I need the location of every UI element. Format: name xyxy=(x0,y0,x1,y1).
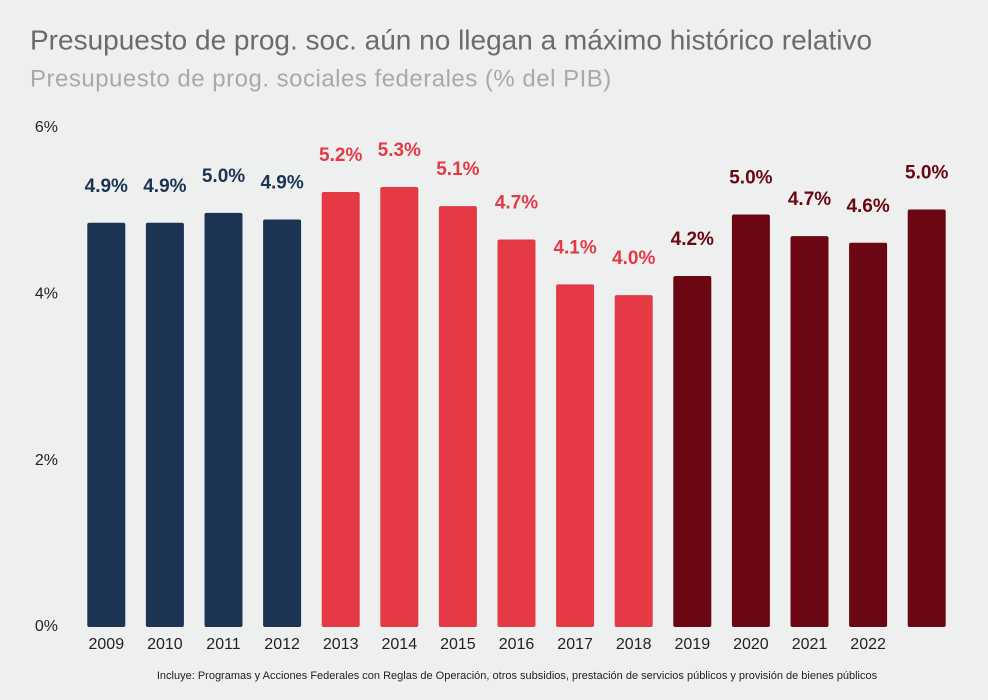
bar xyxy=(87,222,126,627)
value-label: 5.2% xyxy=(319,145,362,166)
value-label: 4.2% xyxy=(671,229,714,250)
y-tick-label: 0% xyxy=(35,618,58,635)
footnote: Incluye: Programas y Acciones Federales … xyxy=(157,670,878,682)
bar xyxy=(790,236,829,627)
value-label: 4.6% xyxy=(846,196,889,217)
bar xyxy=(907,209,946,627)
chart-title: Presupuesto de prog. soc. aún no llegan … xyxy=(30,24,872,55)
x-tick-label: 2020 xyxy=(733,636,769,653)
value-label: 4.1% xyxy=(553,237,596,258)
bar xyxy=(849,242,888,627)
x-tick-label: 2015 xyxy=(440,636,476,653)
bar xyxy=(438,206,477,627)
bar xyxy=(556,284,595,627)
x-tick-label: 2022 xyxy=(850,636,886,653)
bar xyxy=(145,222,184,627)
value-label: 5.0% xyxy=(905,163,948,184)
value-label: 5.0% xyxy=(202,166,245,187)
x-tick-label: 2017 xyxy=(557,636,593,653)
value-label: 5.3% xyxy=(378,140,421,161)
value-label: 4.9% xyxy=(143,176,186,197)
value-label: 4.7% xyxy=(788,189,831,210)
y-tick-label: 2% xyxy=(35,452,58,469)
bar xyxy=(321,192,360,627)
y-tick-label: 4% xyxy=(35,286,58,303)
value-label: 5.1% xyxy=(436,159,479,180)
value-label: 4.0% xyxy=(612,248,655,269)
bar xyxy=(673,276,712,627)
bar xyxy=(731,214,770,627)
value-label: 5.0% xyxy=(729,168,772,189)
x-tick-label: 2009 xyxy=(89,636,125,653)
bar xyxy=(497,239,536,627)
bar xyxy=(614,295,653,627)
x-tick-label: 2014 xyxy=(382,636,418,653)
value-label: 4.7% xyxy=(495,192,538,213)
x-tick-label: 2021 xyxy=(792,636,828,653)
value-label: 4.9% xyxy=(260,172,303,193)
value-label: 4.9% xyxy=(85,176,128,197)
x-tick-label: 2018 xyxy=(616,636,652,653)
x-tick-label: 2016 xyxy=(499,636,535,653)
x-tick-label: 2011 xyxy=(206,636,241,653)
x-tick-label: 2010 xyxy=(147,636,183,653)
bar xyxy=(263,219,302,627)
chart-subtitle: Presupuesto de prog. sociales federales … xyxy=(30,65,612,92)
x-tick-label: 2013 xyxy=(323,636,359,653)
bar xyxy=(380,187,419,627)
x-tick-label: 2019 xyxy=(675,636,711,653)
x-tick-label: 2012 xyxy=(264,636,300,653)
y-tick-label: 6% xyxy=(35,119,58,136)
bar xyxy=(204,212,243,627)
